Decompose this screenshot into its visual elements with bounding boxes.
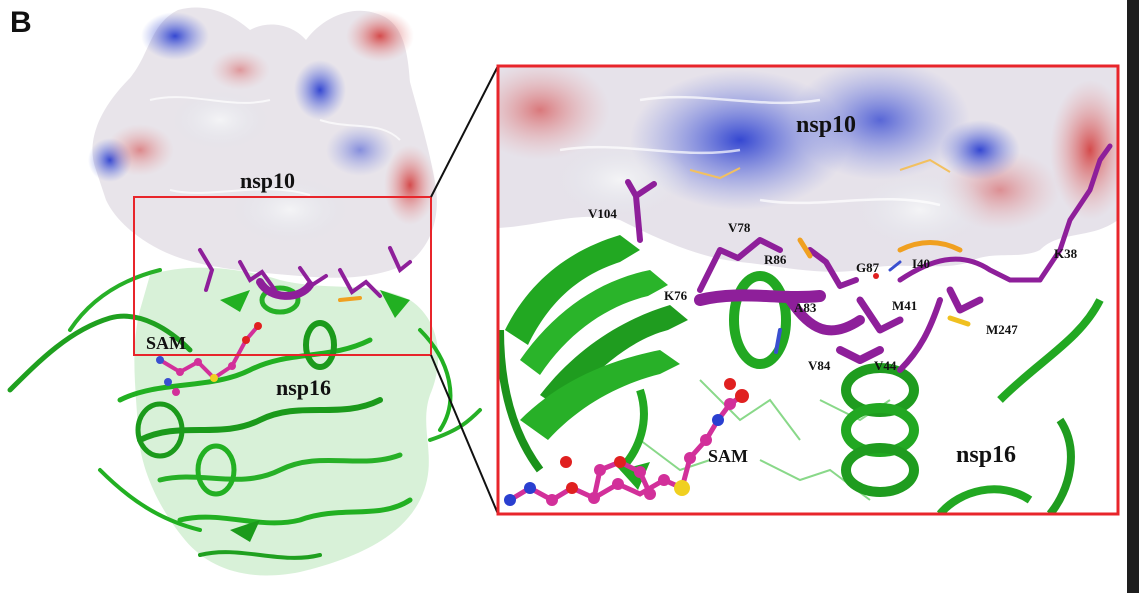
zoom-residue-labels: V104 V78 R86 G87 I40 K38 K76 A83 M41 M24…: [588, 206, 1078, 373]
residue-label-m41: M41: [892, 298, 917, 313]
overview-label-nsp16: nsp16: [276, 375, 331, 400]
residue-label-v104: V104: [588, 206, 617, 221]
overview-label-sam: SAM: [146, 333, 186, 353]
connector-bottom: [430, 354, 499, 515]
zoom-beta-sheet: [498, 235, 688, 490]
zoom-label-nsp16: nsp16: [956, 442, 1016, 468]
residue-label-v78: V78: [728, 220, 751, 235]
overview-highlight-box: [133, 196, 432, 356]
residue-label-v84: V84: [808, 358, 831, 373]
overview-nsp10-surface: [88, 7, 437, 278]
zoom-label-sam: SAM: [708, 446, 748, 466]
overview-interface-residues: [198, 246, 412, 302]
zoom-sam-ligand: [504, 378, 749, 506]
zoom-panel: V104 V78 R86 G87 I40 K38 K76 A83 M41 M24…: [498, 66, 1118, 514]
residue-label-i40: I40: [912, 256, 930, 271]
zoom-helices: [729, 271, 1104, 514]
residue-label-k76: K76: [664, 288, 688, 303]
connector-top: [430, 65, 499, 198]
zoom-label-nsp10: nsp10: [796, 112, 856, 138]
residue-label-r86: R86: [764, 252, 787, 267]
residue-label-g87: G87: [856, 260, 880, 275]
residue-label-k38: K38: [1054, 246, 1078, 261]
overview-label-nsp10: nsp10: [240, 168, 295, 193]
residue-label-a83: A83: [794, 300, 817, 315]
zoom-panel-frame: [496, 64, 1120, 516]
overview-nsp16-cartoon: [7, 267, 482, 576]
zoom-interface-residues: [625, 143, 1113, 373]
residue-label-m247: M247: [986, 322, 1018, 337]
zoom-nsp10-surface: [498, 66, 1118, 272]
overview-sam-ligand: [156, 322, 262, 396]
panel-letter: B: [10, 6, 32, 39]
residue-label-v44: V44: [874, 358, 897, 373]
right-edge-strip: [1127, 0, 1139, 593]
